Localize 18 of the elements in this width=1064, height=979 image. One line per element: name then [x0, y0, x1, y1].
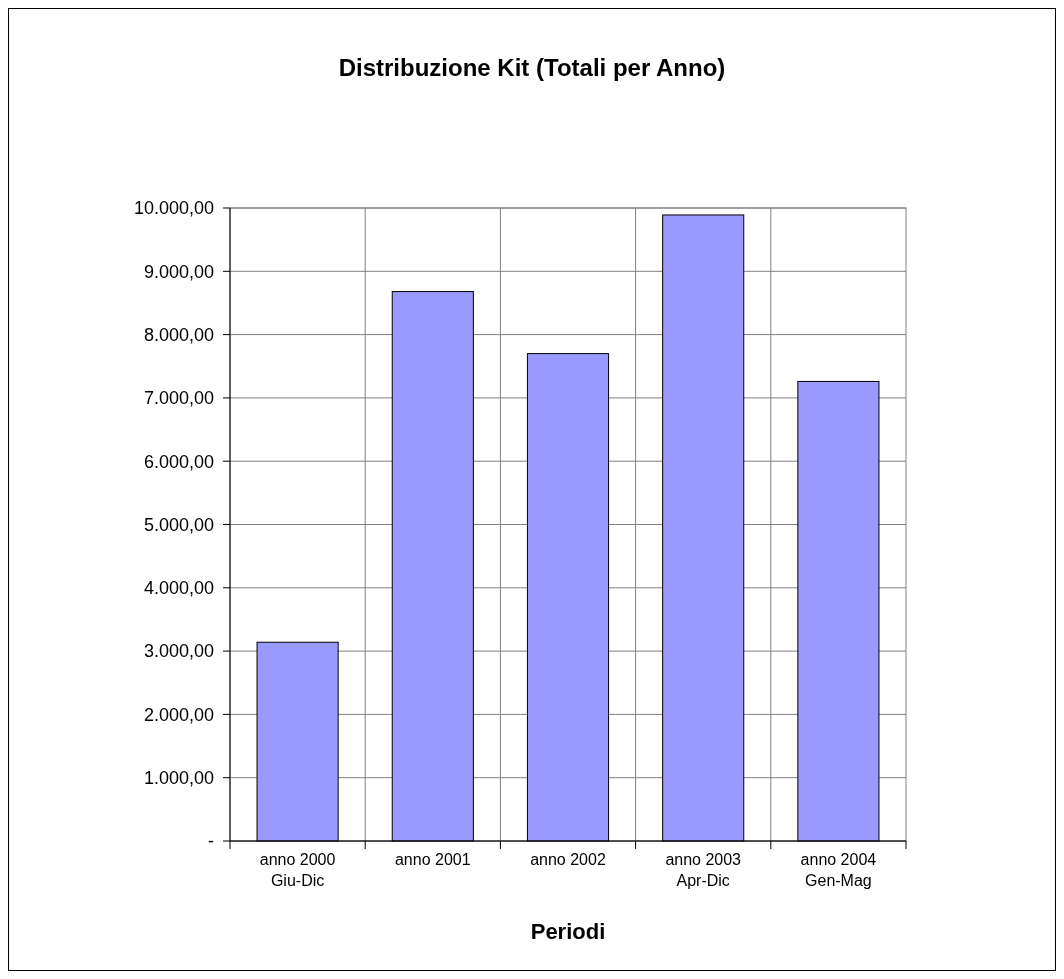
y-tick-label: 2.000,00 — [143, 704, 214, 725]
x-tick-label: anno 2001 — [394, 851, 471, 868]
x-tick-label: anno 2003 Apr-Dic — [665, 851, 742, 889]
x-tick-label: anno 2004 Gen-Mag — [800, 851, 877, 889]
y-tick-label: 5.000,00 — [143, 514, 214, 535]
x-axis-title: Periodi — [530, 919, 606, 944]
y-tick-label: 1.000,00 — [143, 768, 214, 788]
y-tick-label: - — [208, 831, 214, 852]
y-tick-label: 8.000,00 — [143, 324, 214, 345]
y-tick-label: 7.000,00 — [143, 388, 214, 409]
y-tick-label: 10.000,00 — [133, 198, 214, 219]
y-tick-label: 9.000,00 — [143, 261, 214, 282]
x-tick-label: anno 2000 Giu-Dic — [259, 851, 336, 889]
chart-title: Distribuzione Kit (Totali per Anno) — [338, 54, 726, 81]
y-tick-label: 4.000,00 — [143, 578, 214, 599]
x-tick-label: anno 2002 — [530, 851, 606, 868]
y-tick-label: 3.000,00 — [143, 641, 214, 662]
y-tick-label: 6.000,00 — [143, 451, 214, 472]
